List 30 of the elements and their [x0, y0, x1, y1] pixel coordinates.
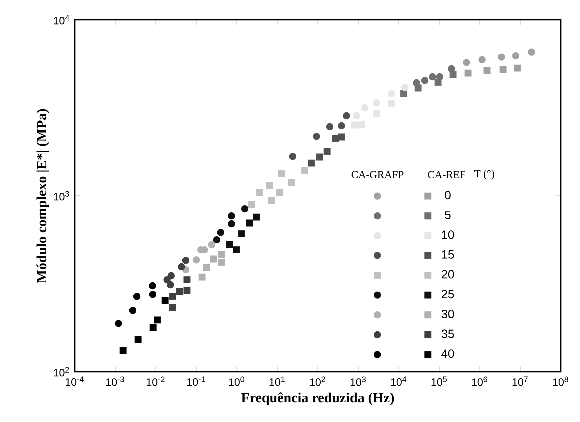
legend-label: 5: [445, 210, 451, 220]
x-tick-label: 10$^{1}$: [270, 376, 285, 386]
legend-label: 25: [442, 290, 454, 299]
x-tick-label: 10$^{-4}$: [66, 376, 84, 386]
y-tick-label: 10$^{2}$: [54, 367, 70, 377]
x-tick-label: 10$^{7}$: [512, 376, 528, 386]
x-tick-label: 10$^{2}$: [310, 376, 326, 386]
legend-label: 30: [442, 310, 454, 318]
legend-label: 15: [442, 250, 454, 259]
x-tick-label: 10$^{-2}$: [146, 376, 165, 386]
legend-label: 0: [445, 191, 451, 200]
x-tick-label: 10$^{6}$: [472, 376, 488, 386]
x-tick-label: 10$^{-1}$: [187, 376, 206, 386]
annotation: CA-GRAFP: [352, 171, 404, 178]
x-tick-label: 10$^{5}$: [432, 376, 447, 386]
legend-label: 20: [442, 270, 454, 279]
legend-label: 40: [442, 350, 454, 358]
y-tick-label: 10$^{3}$: [54, 191, 70, 201]
x-tick-label: 10$^{8}$: [553, 376, 568, 386]
annotation: CA-REF: [428, 171, 466, 178]
x-tick-label: 10$^{-3}$: [106, 376, 124, 386]
legend-label: 35: [442, 330, 454, 338]
x-tick-label: 10$^{0}$: [229, 376, 245, 386]
y-tick-label: 10$^{4}$: [54, 15, 70, 25]
legend-label: 10: [442, 230, 454, 240]
x-axis-title: Frequência reduzida (Hz): [242, 392, 394, 406]
x-tick-label: 10$^{3}$: [350, 376, 366, 386]
y-axis-title: Módulo complexo |E*| (MPa): [36, 109, 50, 284]
legend-title: T (°): [474, 170, 494, 180]
x-tick-label: 10$^{4}$: [391, 376, 407, 386]
